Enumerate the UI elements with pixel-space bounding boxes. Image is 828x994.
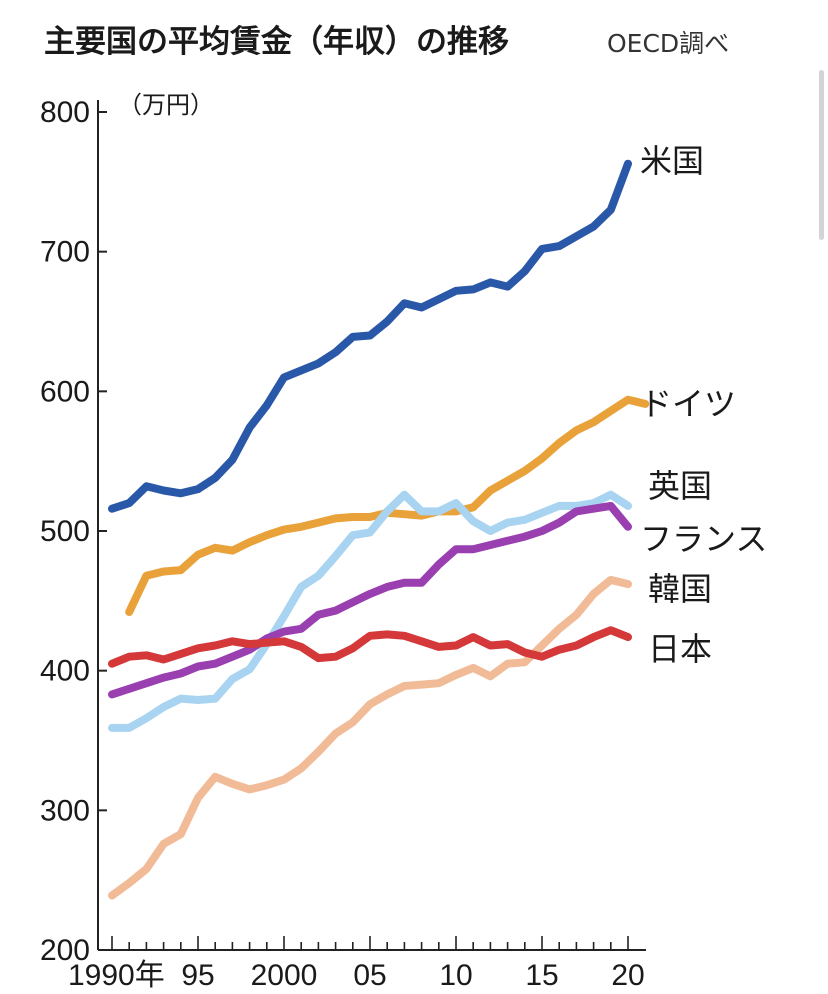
series-line-米国 bbox=[108, 159, 632, 513]
series-line-フランス bbox=[108, 501, 632, 699]
chart-title: 主要国の平均賃金（年収）の推移 bbox=[44, 24, 509, 60]
source-note: OECD調べ bbox=[607, 29, 729, 58]
y-unit-label: （万円） bbox=[118, 91, 214, 119]
series-label: 英国 bbox=[648, 467, 712, 505]
series-label: 米国 bbox=[640, 142, 704, 180]
series-label: 日本 bbox=[648, 630, 712, 668]
x-tick-label: 05 bbox=[353, 959, 386, 992]
series-label: ドイツ bbox=[640, 385, 736, 423]
scrollbar[interactable] bbox=[819, 70, 824, 240]
x-tick-label: 1990年 bbox=[68, 959, 165, 992]
series-line-英国 bbox=[108, 490, 632, 732]
x-tick-label: 2000 bbox=[251, 959, 318, 992]
axes: 200 300 400 500 600 700 800 1990年 95 2000 05 10 15 20 bbox=[40, 96, 646, 992]
y-tick-label: 400 bbox=[40, 655, 90, 688]
series-label: 韓国 bbox=[648, 570, 712, 608]
y-tick-label: 600 bbox=[40, 375, 90, 408]
series-line-日本 bbox=[108, 626, 632, 668]
y-tick-label: 700 bbox=[40, 236, 90, 269]
y-tick-label: 800 bbox=[40, 96, 90, 129]
y-tick-label: 500 bbox=[40, 515, 90, 548]
y-tick-label: 200 bbox=[40, 934, 90, 967]
series-lines bbox=[108, 159, 650, 900]
x-tick-label: 20 bbox=[611, 959, 644, 992]
series-line-韓国 bbox=[108, 575, 632, 900]
x-tick-label: 95 bbox=[181, 959, 214, 992]
x-tick-label: 15 bbox=[525, 959, 558, 992]
series-label: フランス bbox=[640, 520, 767, 558]
y-tick-label: 300 bbox=[40, 794, 90, 827]
x-tick-label: 10 bbox=[439, 959, 472, 992]
